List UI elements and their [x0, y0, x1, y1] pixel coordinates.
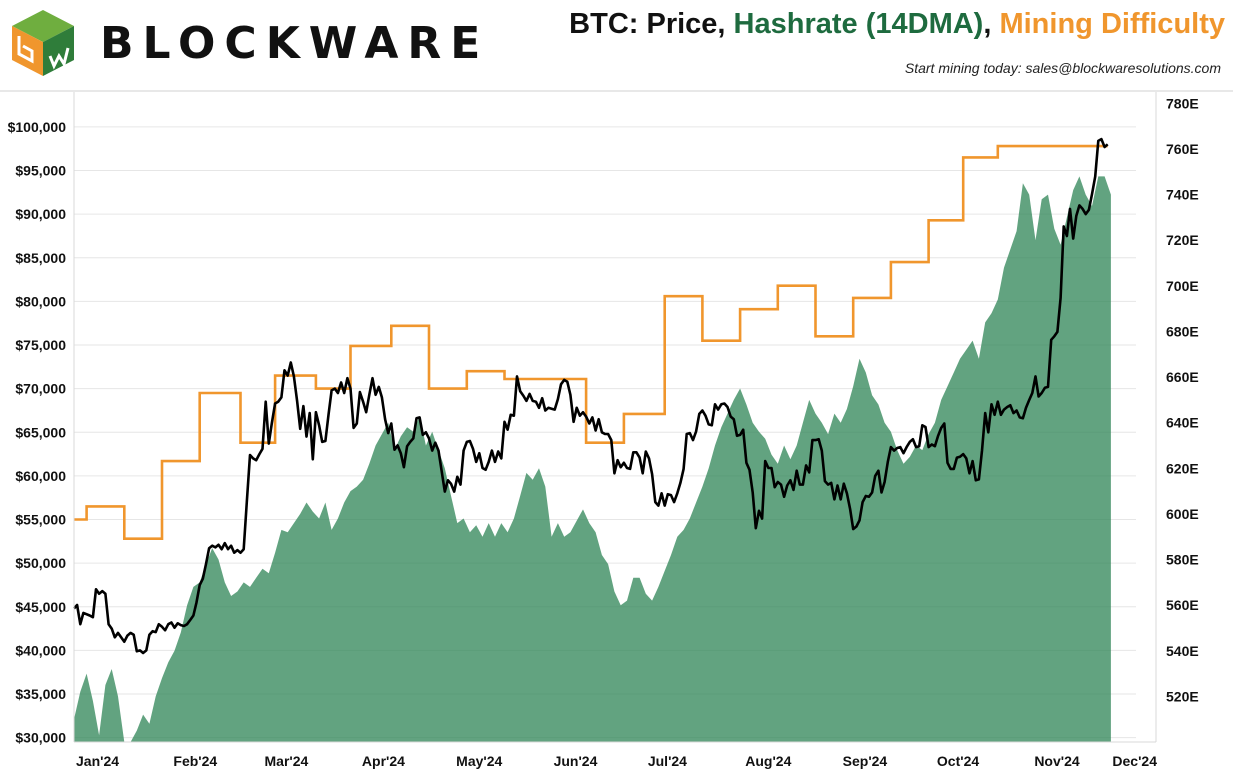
- hashrate-area: [74, 176, 1111, 742]
- left-tick-label: $35,000: [15, 686, 66, 702]
- left-tick-label: $100,000: [8, 119, 67, 135]
- title-difficulty: Mining Difficulty: [999, 8, 1225, 40]
- right-tick-label: 760E: [1166, 141, 1199, 157]
- hashrate-series: [74, 176, 1111, 742]
- right-tick-label: 660E: [1166, 369, 1199, 385]
- x-tick-label: Dec'24: [1112, 753, 1157, 769]
- axes: [0, 90, 1233, 743]
- left-tick-label: $70,000: [15, 381, 66, 397]
- right-tick-label: 740E: [1166, 187, 1199, 203]
- price-series: [73, 137, 1109, 655]
- chart-title: BTC: Price, Hashrate (14DMA), Mining Dif…: [569, 8, 1225, 41]
- left-tick-label: $85,000: [15, 250, 66, 266]
- x-tick-label: May'24: [456, 753, 502, 769]
- x-axis-ticks: Jan'24 Feb'24 Mar'24 Apr'24 May'24 Jun'24 Jul'…: [76, 753, 1157, 769]
- left-tick-label: $95,000: [15, 163, 66, 179]
- right-tick-label: 580E: [1166, 552, 1199, 568]
- brand-name: BLOCKWARE: [100, 17, 490, 69]
- title-price: BTC: Price,: [569, 8, 726, 40]
- left-tick-label: $75,000: [15, 337, 66, 353]
- right-tick-label: 640E: [1166, 415, 1199, 431]
- left-tick-label: $60,000: [15, 468, 66, 484]
- right-tick-label: 620E: [1166, 460, 1199, 476]
- difficulty-line: [74, 144, 1108, 541]
- right-tick-label: 700E: [1166, 278, 1199, 294]
- x-tick-label: Oct'24: [937, 753, 979, 769]
- left-tick-label: $55,000: [15, 512, 66, 528]
- right-tick-label: 680E: [1166, 323, 1199, 339]
- right-axis-ticks: 520E 540E 560E 580E 600E 620E 640E 660E 680E 700E…: [1166, 95, 1199, 704]
- right-tick-label: 560E: [1166, 597, 1199, 613]
- x-tick-label: Feb'24: [173, 753, 217, 769]
- left-tick-label: $90,000: [15, 206, 66, 222]
- right-tick-label: 720E: [1166, 232, 1199, 248]
- left-tick-label: $65,000: [15, 424, 66, 440]
- title-separator: ,: [983, 8, 992, 40]
- difficulty-series: [74, 144, 1108, 541]
- left-tick-label: $45,000: [15, 599, 66, 615]
- left-tick-label: $30,000: [15, 730, 66, 746]
- x-tick-label: Nov'24: [1034, 753, 1080, 769]
- left-tick-label: $40,000: [15, 642, 66, 658]
- left-tick-label: $50,000: [15, 555, 66, 571]
- x-tick-label: Jan'24: [76, 753, 119, 769]
- price-line: [73, 137, 1109, 655]
- x-tick-label: Apr'24: [362, 753, 405, 769]
- left-tick-label: $80,000: [15, 293, 66, 309]
- right-tick-label: 600E: [1166, 506, 1199, 522]
- x-tick-label: Jun'24: [554, 753, 598, 769]
- x-tick-label: Aug'24: [745, 753, 791, 769]
- logo-cube-icon: [12, 10, 74, 76]
- right-tick-label: 520E: [1166, 688, 1199, 704]
- left-axis-ticks: $30,000 $35,000 $40,000 $45,000 $50,000 $55,0…: [8, 119, 67, 746]
- right-tick-label: 540E: [1166, 643, 1199, 659]
- subtitle: Start mining today: sales@blockwaresolut…: [904, 60, 1221, 76]
- logo: BLOCKWARE: [10, 8, 489, 78]
- title-hashrate: Hashrate (14DMA): [733, 8, 984, 40]
- x-tick-label: Mar'24: [265, 753, 309, 769]
- x-tick-label: Jul'24: [648, 753, 687, 769]
- right-tick-label: 780E: [1166, 95, 1199, 111]
- x-tick-label: Sep'24: [843, 753, 888, 769]
